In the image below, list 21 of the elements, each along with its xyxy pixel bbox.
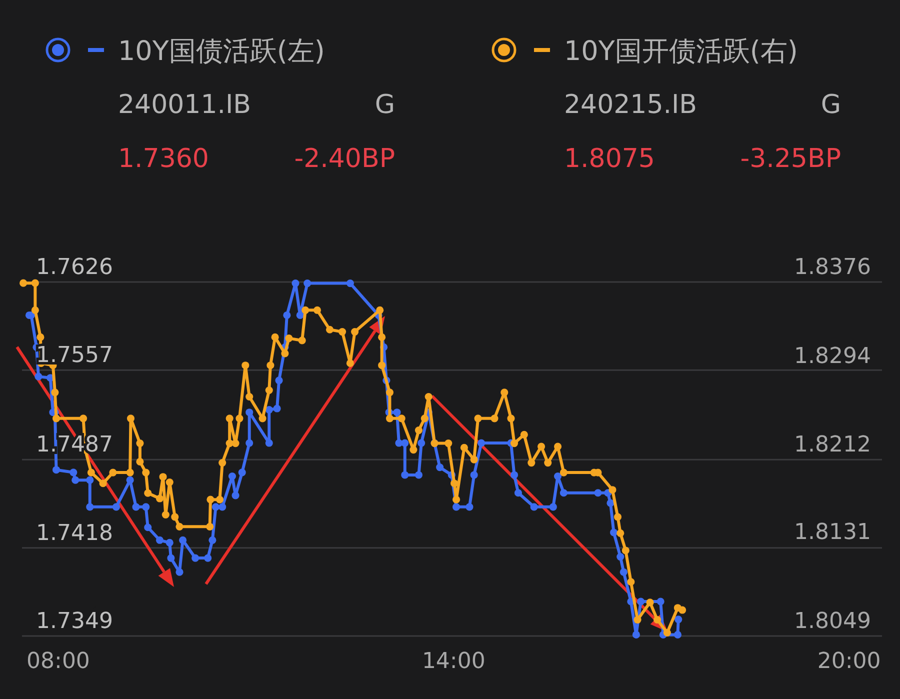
y-tick-label: 1.7626 (36, 255, 113, 280)
text: -3.25BP (740, 144, 841, 174)
x-tick-label: 14:00 (422, 649, 486, 674)
y-tick-label: 1.7349 (36, 609, 113, 634)
y2-tick-label: 1.8131 (794, 520, 871, 546)
text: -2.40BP (294, 144, 395, 174)
y2-tick-label: 1.8376 (794, 255, 871, 280)
text: G (820, 90, 841, 120)
x-tick-label: 20:00 (817, 649, 881, 674)
text: 240215.IB (564, 90, 698, 120)
y-tick-label: 1.7418 (36, 520, 113, 546)
y2-tick-label: 1.8294 (794, 344, 871, 369)
y2-tick-label: 1.8212 (794, 432, 871, 458)
text: 1.8075 (564, 144, 655, 174)
legend-label: 10Y国开债活跃(右) (564, 36, 798, 67)
text: 1.7360 (118, 144, 209, 174)
y2-tick-label: 1.8049 (794, 609, 871, 634)
text: 240011.IB (118, 90, 252, 120)
x-tick-label: 08:00 (26, 649, 90, 674)
legend-label: 10Y国债活跃(左) (118, 36, 325, 67)
text: G (374, 90, 395, 120)
